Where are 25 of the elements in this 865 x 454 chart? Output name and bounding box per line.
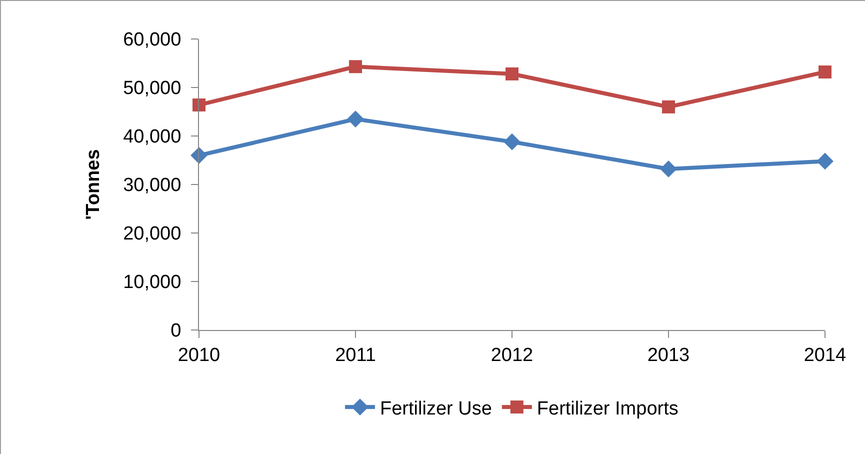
point bbox=[504, 133, 520, 150]
point bbox=[349, 60, 362, 74]
y-tick-label: 50,000 bbox=[123, 78, 182, 100]
y-axis-title: 'Tonnes bbox=[82, 149, 104, 220]
point bbox=[506, 67, 518, 80]
y-tick-label: 20,000 bbox=[123, 224, 182, 245]
legend-label: Fertilizer Use bbox=[380, 398, 492, 420]
point bbox=[347, 110, 364, 128]
legend-label: Fertilizer Imports bbox=[536, 398, 678, 420]
point bbox=[662, 100, 675, 114]
y-tick-label: 40,000 bbox=[123, 126, 182, 148]
point bbox=[816, 152, 834, 170]
y-tick-label: 30,000 bbox=[123, 175, 182, 196]
point bbox=[660, 160, 677, 178]
x-tick-label: 2013 bbox=[647, 344, 690, 366]
x-tick-label: 2010 bbox=[178, 344, 220, 366]
y-tick-label: 60,000 bbox=[123, 30, 182, 51]
point bbox=[192, 98, 206, 112]
x-tick-label: 2011 bbox=[335, 344, 376, 366]
y-tick-label: 10,000 bbox=[123, 272, 182, 294]
x-tick-label: 2014 bbox=[804, 344, 847, 366]
y-tick-label: 0 bbox=[170, 320, 182, 342]
x-tick-label: 2012 bbox=[490, 344, 534, 366]
point bbox=[818, 65, 832, 78]
point bbox=[190, 146, 208, 164]
